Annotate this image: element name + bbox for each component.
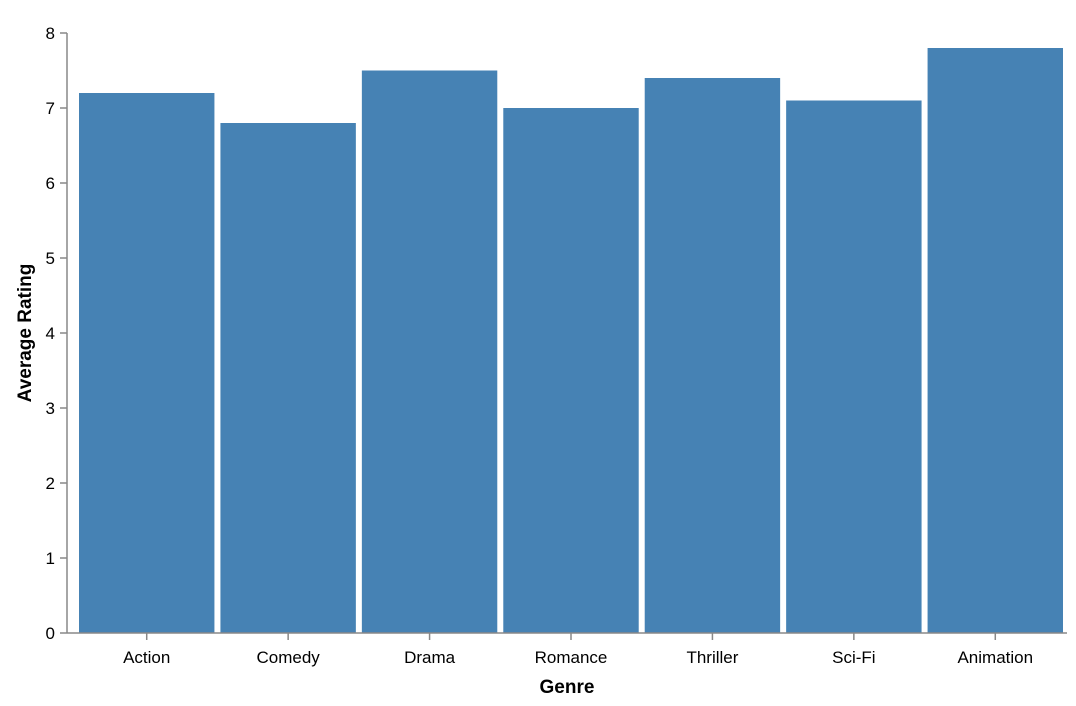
- y-tick-label: 8: [46, 24, 55, 43]
- y-tick-label: 2: [46, 474, 55, 493]
- x-tick-label: Animation: [957, 648, 1033, 667]
- bar-action: [79, 93, 215, 633]
- y-tick-label: 3: [46, 399, 55, 418]
- y-tick-label: 6: [46, 174, 55, 193]
- x-tick-label: Drama: [404, 648, 456, 667]
- bar-comedy: [220, 123, 356, 633]
- y-axis-title: Average Rating: [15, 264, 36, 403]
- bar-romance: [503, 108, 639, 633]
- x-tick-label: Thriller: [686, 648, 738, 667]
- y-tick-label: 4: [46, 324, 55, 343]
- x-axis-title: Genre: [540, 677, 595, 698]
- x-axis: Action Comedy Drama Romance Thriller Sci-Fi An…: [67, 632, 1067, 667]
- bar-animation: [927, 48, 1063, 633]
- y-tick-label: 1: [46, 549, 55, 568]
- bar-thriller: [644, 78, 781, 633]
- y-tick-label: 0: [46, 624, 55, 643]
- bar-drama: [361, 70, 498, 633]
- bars-group: [79, 48, 1063, 633]
- y-tick-label: 5: [46, 249, 55, 268]
- bar-sci-fi: [786, 100, 922, 633]
- x-tick-label: Sci-Fi: [832, 648, 875, 667]
- y-axis: 0 1 2 3 4 5 6 7 8: [46, 24, 68, 643]
- x-tick-label: Comedy: [256, 648, 320, 667]
- x-tick-label: Romance: [535, 648, 608, 667]
- y-tick-label: 7: [46, 99, 55, 118]
- x-tick-label: Action: [123, 648, 170, 667]
